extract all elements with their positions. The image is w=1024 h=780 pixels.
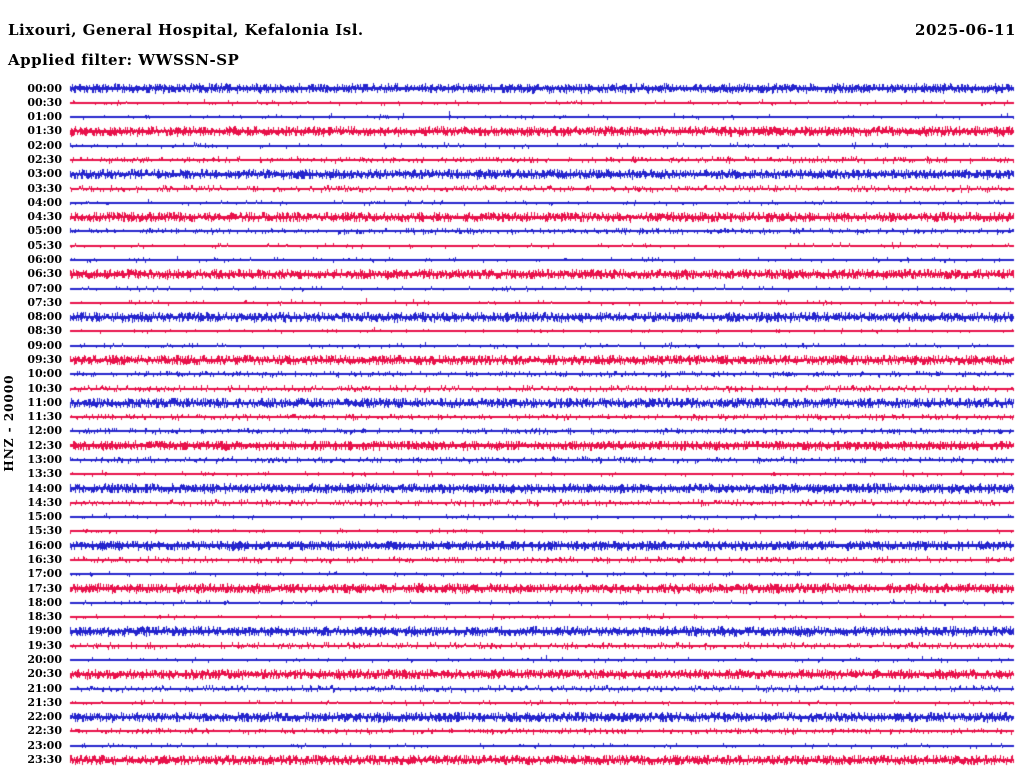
trace-time-label: 10:00 (27, 367, 62, 380)
trace-time-label: 07:00 (27, 282, 62, 295)
trace-time-label: 21:00 (27, 682, 62, 695)
trace-time-label: 20:00 (27, 653, 62, 666)
trace-time-label: 09:00 (27, 339, 62, 352)
trace-time-label: 16:00 (27, 539, 62, 552)
station-title: Lixouri, General Hospital, Kefalonia Isl… (8, 21, 364, 39)
trace-time-label: 08:30 (27, 324, 62, 337)
trace-time-label: 09:30 (27, 353, 62, 366)
trace-time-label: 00:30 (27, 96, 62, 109)
trace-time-label: 23:00 (27, 739, 62, 752)
trace-time-label: 04:30 (27, 210, 62, 223)
trace-time-label: 01:30 (27, 124, 62, 137)
trace-time-label: 02:00 (27, 139, 62, 152)
trace-time-label: 03:00 (27, 167, 62, 180)
trace-time-label: 04:00 (27, 196, 62, 209)
trace-time-label: 12:30 (27, 439, 62, 452)
trace-time-label: 14:00 (27, 482, 62, 495)
trace-time-label: 16:30 (27, 553, 62, 566)
trace-time-label: 17:00 (27, 567, 62, 580)
trace-time-label: 11:30 (27, 410, 62, 423)
trace-time-label: 12:00 (27, 424, 62, 437)
trace-time-label: 18:30 (27, 610, 62, 623)
trace-time-label: 01:00 (27, 110, 62, 123)
trace-time-label: 13:30 (27, 467, 62, 480)
trace-time-label: 00:00 (27, 82, 62, 95)
trace-time-label: 05:00 (27, 224, 62, 237)
trace-time-label: 08:00 (27, 310, 62, 323)
trace-time-label: 15:00 (27, 510, 62, 523)
trace-time-label: 11:00 (27, 396, 62, 409)
trace-time-label: 13:00 (27, 453, 62, 466)
trace-time-label: 06:00 (27, 253, 62, 266)
trace-time-label: 19:00 (27, 624, 62, 637)
trace-time-label: 05:30 (27, 239, 62, 252)
trace-time-label: 19:30 (27, 639, 62, 652)
trace-time-label: 18:00 (27, 596, 62, 609)
trace-time-label: 14:30 (27, 496, 62, 509)
applied-filter-label: Applied filter: WWSSN-SP (8, 51, 240, 69)
trace-time-label: 07:30 (27, 296, 62, 309)
trace-time-label: 15:30 (27, 524, 62, 537)
trace-time-label: 22:30 (27, 724, 62, 737)
record-date: 2025-06-11 (915, 21, 1016, 39)
trace-time-label: 10:30 (27, 382, 62, 395)
trace-time-label: 03:30 (27, 182, 62, 195)
trace-time-label: 21:30 (27, 696, 62, 709)
trace-time-label: 20:30 (27, 667, 62, 680)
trace-time-label: 23:30 (27, 753, 62, 766)
trace-time-label: 06:30 (27, 267, 62, 280)
trace-time-label: 22:00 (27, 710, 62, 723)
trace-time-label: 02:30 (27, 153, 62, 166)
trace-time-label: 17:30 (27, 582, 62, 595)
